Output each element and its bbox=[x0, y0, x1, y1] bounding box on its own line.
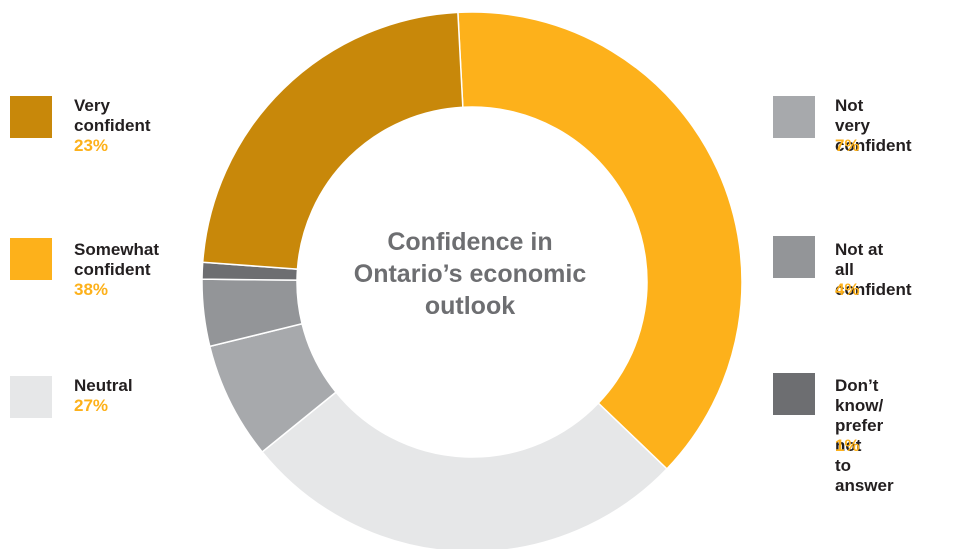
legend-swatch-neutral bbox=[10, 376, 52, 418]
legend-label-neutral: Neutral bbox=[74, 376, 133, 395]
legend-percent-somewhat-confident: 38% bbox=[74, 280, 109, 299]
legend-swatch-very-confident bbox=[10, 96, 52, 138]
legend-swatch-somewhat-confident bbox=[10, 238, 52, 280]
legend-percent-not-very-confident: 7% bbox=[835, 136, 860, 155]
legend-label-not-at-all-confident: Not at all confident bbox=[835, 240, 912, 299]
legend-swatch-not-very-confident bbox=[773, 96, 815, 138]
chart-center-title: Confidence in Ontario’s economic outlook bbox=[353, 228, 587, 320]
legend-percent-not-at-all-confident: 4% bbox=[835, 280, 860, 299]
donut-slice-very-confident bbox=[201, 11, 464, 270]
donut-slice-neutral bbox=[261, 391, 668, 549]
legend-label-very-confident: Very confident bbox=[74, 96, 151, 135]
donut-slice-somewhat-confident bbox=[457, 11, 743, 470]
legend-label-dont-know: Don’t know/ prefer not to answer bbox=[835, 376, 894, 495]
legend-percent-neutral: 27% bbox=[74, 396, 109, 415]
legend-label-somewhat-confident: Somewhat confident bbox=[74, 240, 160, 279]
legend-swatch-not-at-all-confident bbox=[773, 236, 815, 278]
legend-label-not-very-confident: Not very confident bbox=[835, 96, 912, 155]
legend-percent-very-confident: 23% bbox=[74, 136, 109, 155]
legend-percent-dont-know: 1% bbox=[835, 436, 860, 455]
legend-swatch-dont-know bbox=[773, 373, 815, 415]
